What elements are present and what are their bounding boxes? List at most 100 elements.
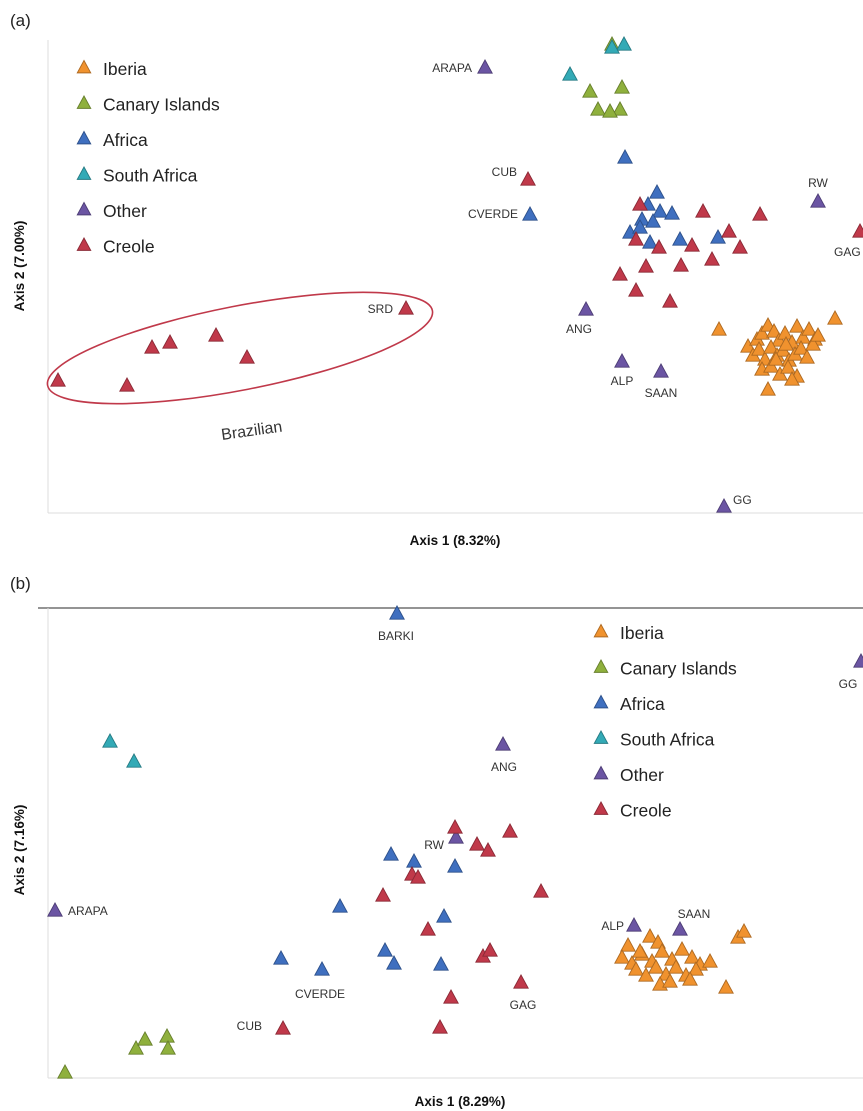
point-other-a-0: [477, 59, 493, 74]
point-label-alp: ALP: [611, 374, 634, 388]
point-iberia-a-0: [711, 321, 727, 336]
legend-label-south-africa: South Africa: [620, 730, 715, 750]
point-creole-a-14: [628, 282, 644, 297]
point-label-cverde: CVERDE: [468, 207, 518, 221]
point-iberia-a-24: [805, 336, 821, 351]
point-creole-a-2: [752, 206, 768, 221]
point-iberia-a-16: [757, 351, 773, 366]
point-creole-a-22: [239, 349, 255, 364]
point-creole-a-3: [721, 223, 737, 238]
point-africa-a-9: [632, 219, 648, 234]
point-iberia-a-33: [778, 336, 794, 351]
panel-a-legend: Iberia Canary Islands Africa South Africa Ot…: [76, 59, 220, 257]
point-south-africa-a-1: [562, 66, 578, 81]
point-creole-a-1: [695, 203, 711, 218]
point-africa-b-5: [436, 908, 452, 923]
point-iberia-b-0: [620, 937, 636, 952]
point-iberia-a-11: [795, 329, 811, 344]
point-africa-a-0: [617, 149, 633, 164]
legend-label-iberia: Iberia: [620, 623, 664, 643]
point-iberia-b-5: [718, 979, 734, 994]
point-iberia-b-13: [684, 949, 700, 964]
point-canary-islands-a-3: [590, 101, 606, 116]
point-africa-a-7: [645, 213, 661, 228]
legend-label-africa: Africa: [103, 130, 148, 150]
point-creole-a-8: [684, 237, 700, 252]
point-iberia-a-6: [766, 323, 782, 338]
point-creole-b-5: [410, 869, 426, 884]
point-label-saan: SAAN: [645, 386, 678, 400]
point-africa-b-2: [406, 853, 422, 868]
legend-marker-creole: [593, 801, 609, 815]
legend-marker-africa: [593, 694, 609, 709]
point-africa-a-11: [710, 229, 726, 244]
point-creole-a-15: [662, 293, 678, 308]
point-creole-a-21: [208, 327, 224, 342]
point-label-ang: ANG: [491, 760, 517, 774]
legend-label-creole: Creole: [103, 237, 155, 257]
point-label-arapa: ARAPA: [68, 904, 108, 918]
point-canary-islands-a-2: [582, 83, 598, 98]
point-iberia-b-6: [614, 949, 630, 964]
point-label-gg: GG: [733, 493, 752, 507]
point-iberia-b-24: [662, 973, 678, 988]
point-creole-a-7: [651, 239, 667, 254]
point-iberia-a-22: [793, 340, 809, 355]
point-iberia-b-16: [638, 967, 654, 982]
panel-b-x-axis-title: Axis 1 (8.29%): [415, 1094, 506, 1109]
point-label-cverde: CVERDE: [295, 987, 345, 1001]
point-other-b-2: [448, 829, 464, 844]
point-creole-a-12: [704, 251, 720, 266]
legend-label-africa: Africa: [620, 694, 665, 714]
point-south-africa-a-2: [604, 39, 620, 54]
panel-b-legend: Iberia Canary Islands Africa South Africa Ot…: [593, 623, 737, 821]
legend-marker-canary-islands: [76, 95, 92, 109]
panel-a-x-axis-title: Axis 1 (8.32%): [410, 533, 501, 548]
point-creole-a-10: [638, 258, 654, 273]
legend-label-creole: Creole: [620, 801, 672, 821]
point-label-barki: BARKI: [378, 629, 414, 643]
point-africa-b-4: [332, 898, 348, 913]
brazilian-annotation: Brazilian: [220, 419, 283, 444]
point-other-a-5: [716, 498, 732, 513]
point-creole-a-16: [398, 300, 414, 315]
legend-marker-south-africa: [593, 730, 609, 744]
point-label-alp: ALP: [601, 919, 624, 933]
point-canary-islands-b-1: [128, 1040, 144, 1055]
point-creole-a-6: [628, 231, 644, 246]
point-iberia-b-4: [736, 923, 752, 938]
point-label-ang: ANG: [566, 322, 592, 336]
point-creole-b-6: [533, 883, 549, 898]
point-iberia-a-32: [768, 351, 784, 366]
point-iberia-a-30: [760, 381, 776, 396]
point-creole-a-9: [732, 239, 748, 254]
legend-label-canary-islands: Canary Islands: [103, 95, 220, 115]
legend-marker-other: [76, 201, 92, 216]
point-creole-a-13: [612, 266, 628, 281]
point-label-cub: CUB: [492, 165, 517, 179]
point-iberia-b-1: [642, 928, 658, 943]
point-creole-b-3: [480, 842, 496, 857]
point-africa-b-10: [433, 956, 449, 971]
legend-marker-iberia: [76, 59, 92, 74]
point-creole-a-11: [673, 257, 689, 272]
point-canary-islands-b-0: [57, 1064, 73, 1079]
legend-label-iberia: Iberia: [103, 59, 147, 79]
point-canary-islands-b-4: [160, 1040, 176, 1055]
point-creole-b-10: [482, 942, 498, 957]
point-africa-a-4: [652, 203, 668, 218]
point-other-b-3: [47, 902, 63, 917]
panel-b-y-axis-title: Axis 2 (7.16%): [12, 805, 27, 896]
point-south-africa-b-0: [102, 733, 118, 748]
point-creole-b-14: [275, 1020, 291, 1035]
point-canary-islands-a-1: [614, 79, 630, 94]
point-iberia-a-1: [827, 310, 843, 325]
legend-marker-south-africa: [76, 166, 92, 180]
point-iberia-a-23: [799, 349, 815, 364]
legend-marker-iberia: [593, 623, 609, 638]
point-africa-b-3: [447, 858, 463, 873]
point-africa-a-12: [642, 234, 658, 249]
point-label-cub: CUB: [237, 1019, 262, 1033]
point-iberia-a-28: [780, 359, 796, 374]
point-iberia-b-25: [682, 971, 698, 986]
